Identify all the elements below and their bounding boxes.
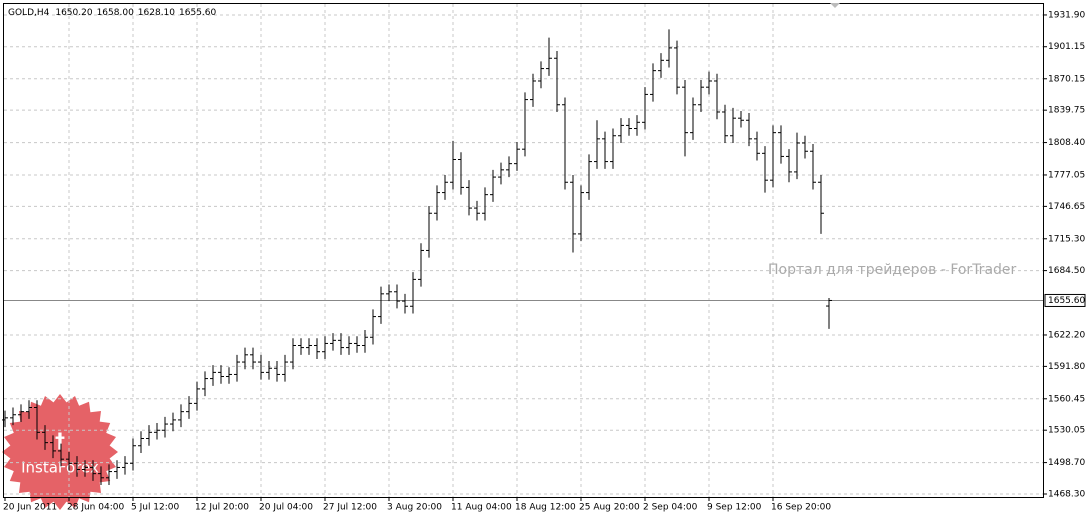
plot [2,14,1047,501]
y-tick-label: 1746.65 [1048,202,1085,212]
close-value: 1655.60 [179,8,216,18]
y-tick-label: 1591.80 [1048,362,1085,372]
y-tick-label: 1622.20 [1048,330,1085,340]
x-tick-label: 12 Jul 20:00 [195,503,249,513]
symbol: GOLD,H4 [8,8,50,18]
y-tick-label: 1715.30 [1048,234,1085,244]
y-tick-label: 1931.90 [1048,10,1085,20]
y-tick-label: 1560.45 [1048,394,1085,404]
low-value: 1628.10 [138,8,175,18]
x-tick-label: 2 Sep 04:00 [643,503,698,513]
y-tick-label: 1901.15 [1048,42,1085,52]
x-tick-label: 16 Sep 20:00 [771,503,831,513]
current-price-box [1044,293,1086,307]
x-tick-label: 5 Jul 12:00 [131,503,180,513]
plot-border [3,3,1044,498]
current-price-label: 1655.60 [1048,296,1085,306]
underlay: InstaForex†Портал для трейдеров - ForTra… [2,4,1043,510]
x-tick-label: 20 Jul 04:00 [259,503,313,513]
y-tick-label: 1530.05 [1048,426,1085,436]
x-tick-label: 3 Aug 20:00 [387,503,442,513]
shift-marker [830,3,840,8]
chart-title: GOLD,H4 1650.20 1658.00 1628.10 1655.60 [8,8,217,18]
y-tick-label: 1468.30 [1048,490,1085,500]
logo-icon: † [55,429,65,453]
y-tick-label: 1839.75 [1048,106,1085,116]
watermark: Портал для трейдеров - ForTrader [768,262,1017,278]
x-tick-label: 9 Sep 12:00 [707,503,762,513]
x-tick-label: 27 Jul 12:00 [323,503,377,513]
x-tick-label: 20 Jun 2011 [3,503,57,513]
high-value: 1658.00 [97,8,134,18]
y-tick-label: 1870.15 [1048,74,1085,84]
y-tick-label: 1808.40 [1048,138,1085,148]
y-tick-label: 1777.05 [1048,170,1085,180]
x-tick-label: 18 Aug 12:00 [515,503,576,513]
logo-badge [2,394,118,510]
x-tick-label: 28 Jun 04:00 [67,503,124,513]
y-tick-label: 1498.70 [1048,458,1085,468]
y-tick-label: 1684.50 [1048,266,1085,276]
x-tick-label: 25 Aug 20:00 [579,503,640,513]
x-tick-label: 11 Aug 04:00 [451,503,512,513]
open-value: 1650.20 [55,8,92,18]
